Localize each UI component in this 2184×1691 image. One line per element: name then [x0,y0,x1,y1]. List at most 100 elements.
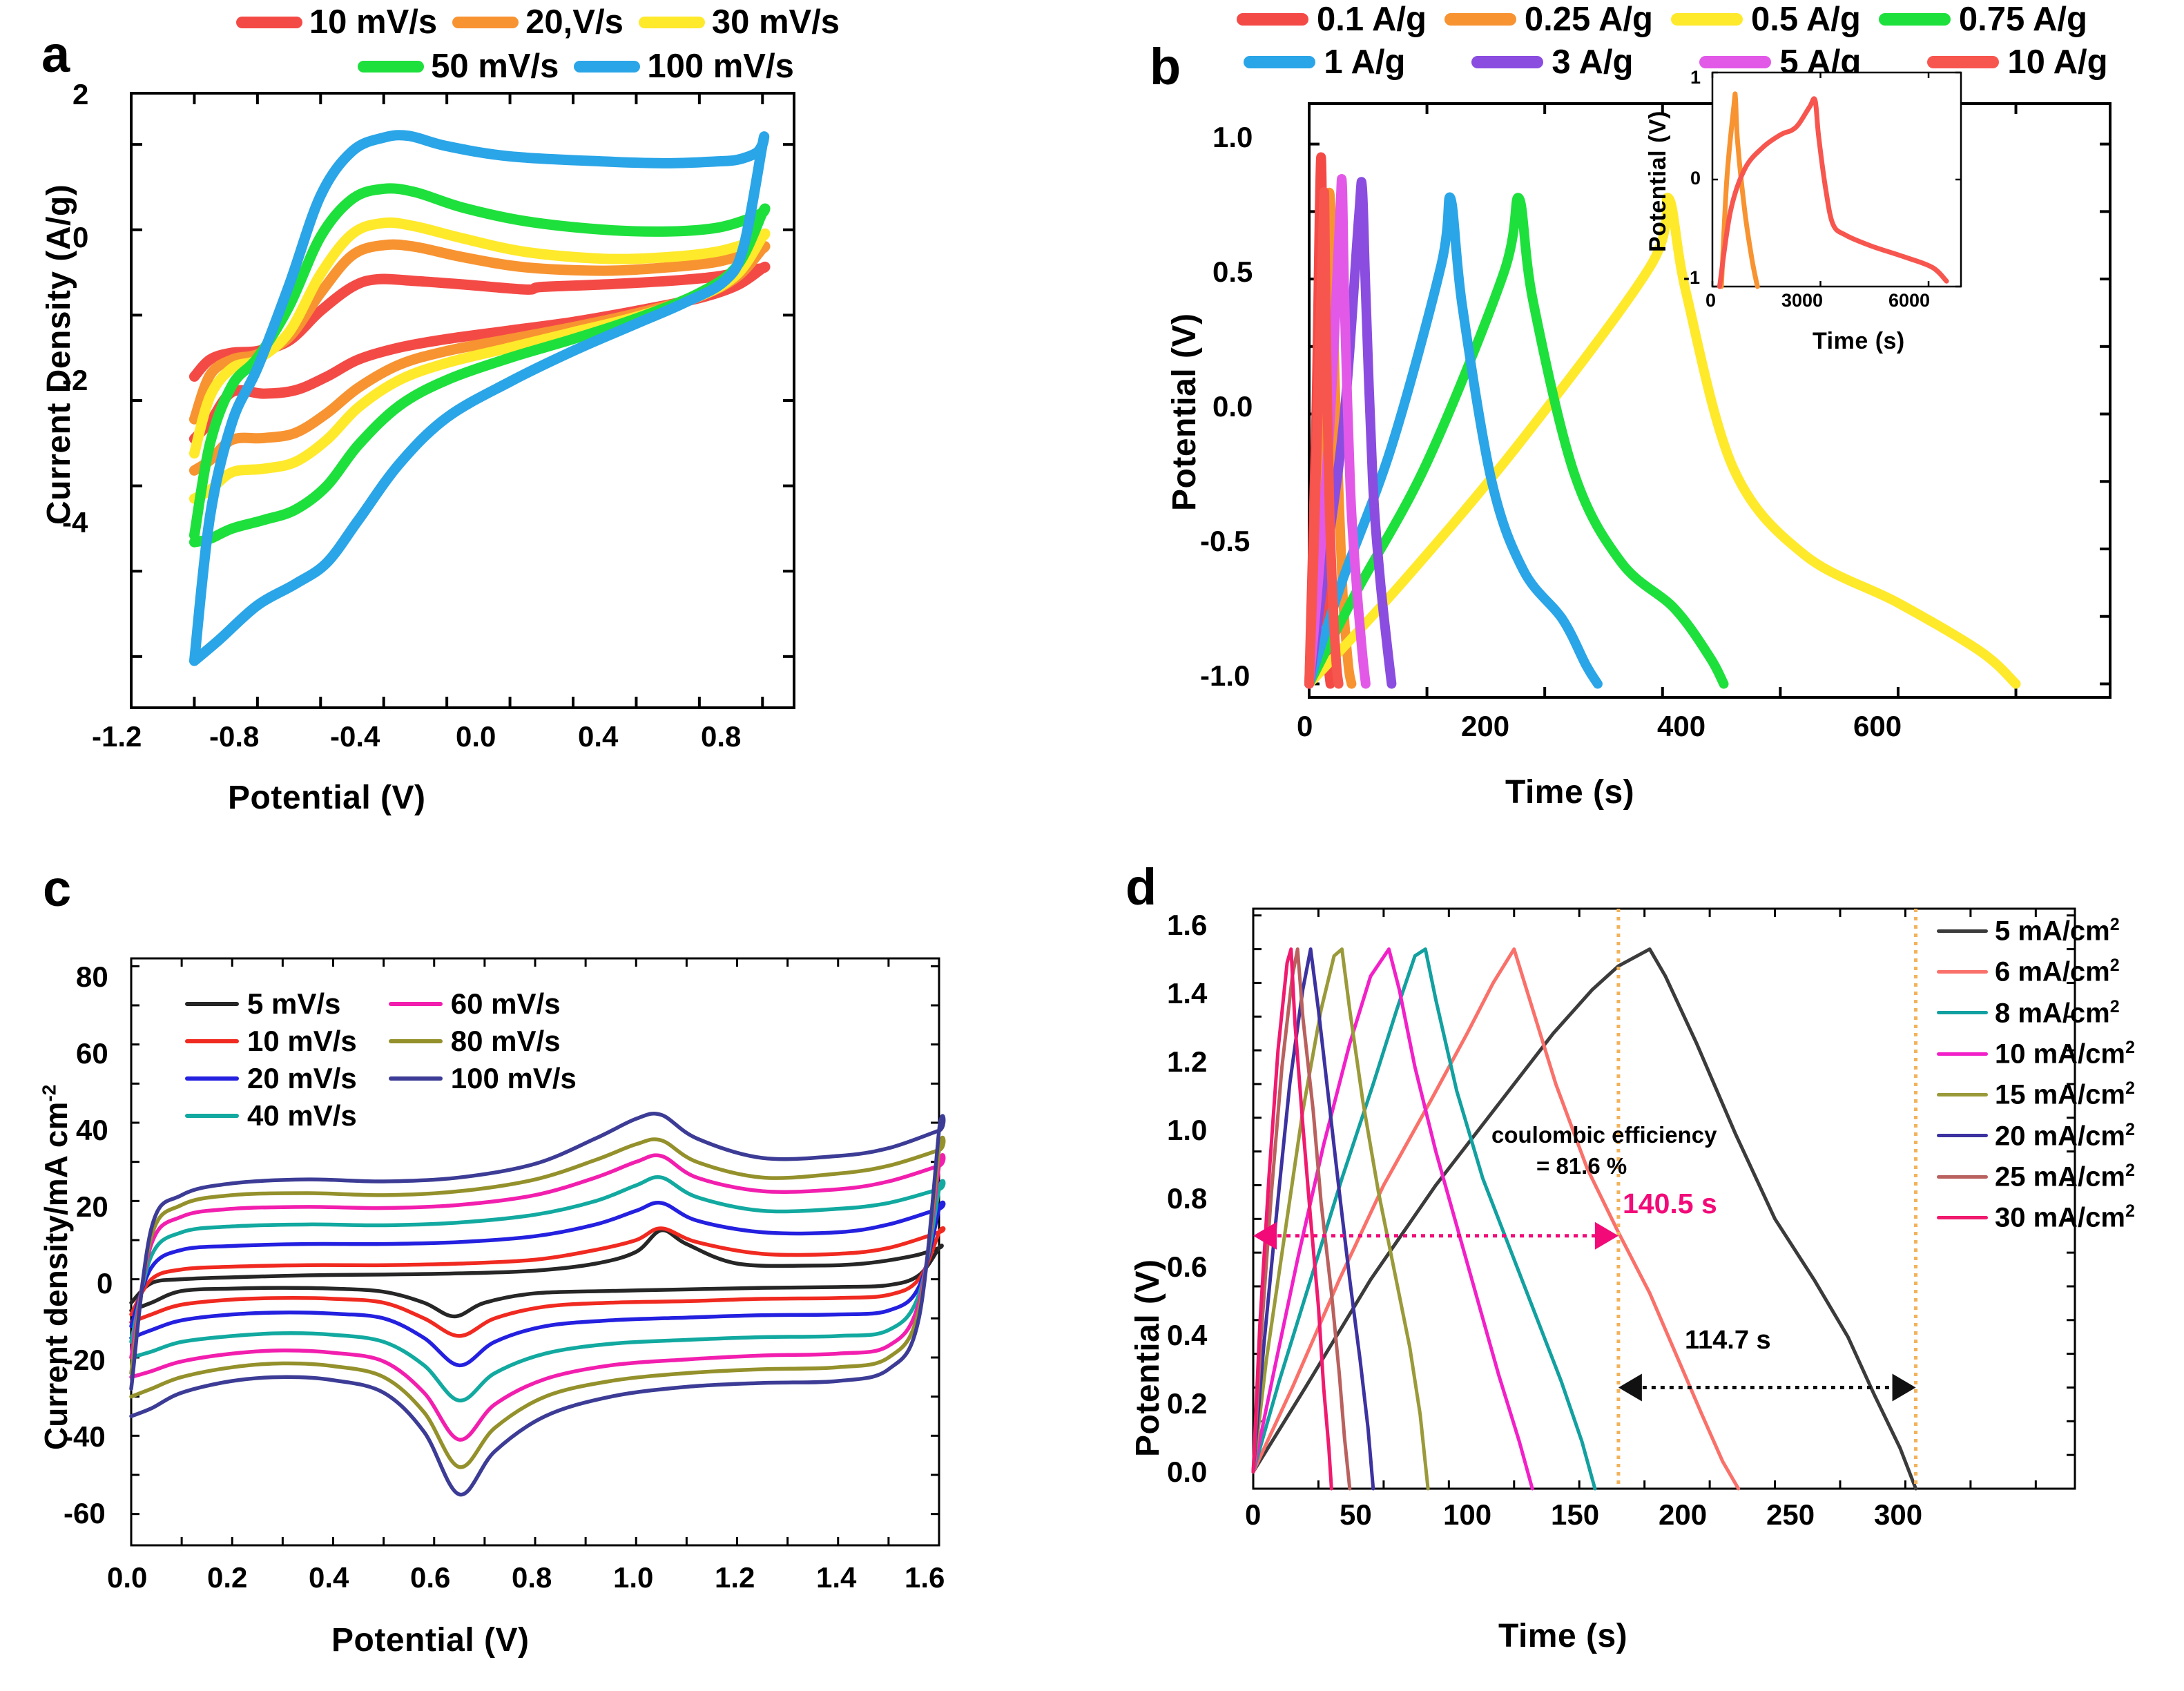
panel-b-xtick: 200 [1461,710,1510,742]
panel-c-y-axis-label: Current density/mA cm-2 [37,1085,75,1450]
legend-label: 6 mA/cm2 [1995,956,2120,987]
legend-item: 8 mA/cm2 [1937,997,2135,1029]
legend-swatch [185,1002,239,1006]
legend-row-break [131,41,960,47]
legend-swatch [1937,1052,1988,1056]
legend-item: 1 A/g [1244,43,1405,81]
legend-swatch [388,1076,443,1081]
legend-swatch [1937,1011,1988,1015]
panel-d-xtick: 150 [1551,1498,1600,1531]
legend-swatch [1937,1215,1988,1219]
legend-label: 0.1 A/g [1317,1,1427,38]
legend-swatch [1937,969,1988,974]
panel-b-label: b [1150,38,1181,95]
panel-d-ytick: 0.4 [1167,1319,1208,1351]
panel-d-xtick: 0 [1245,1498,1262,1531]
panel-c-xtick: 1.4 [816,1561,857,1594]
panel-d-legend: 5 mA/cm2 6 mA/cm2 8 mA/cm2 10 mA/cm2 15 … [1937,915,2135,1243]
panel-b: 0.1 A/g 0.25 A/g 0.5 A/g 0.75 A/g 1 A/g … [1077,0,2184,849]
legend-item: 20 mV/s [185,1062,357,1095]
panel-b-legend: 0.1 A/g 0.25 A/g 0.5 A/g 0.75 A/g 1 A/g … [1167,0,2175,81]
panel-d-plot [1251,907,2076,1491]
panel-c-ytick: 60 [76,1037,108,1070]
legend-item: 3 A/g [1471,43,1633,81]
inset-xtick: 0 [1705,290,1717,311]
legend-swatch [1878,13,1951,26]
legend-item: 25 mA/cm2 [1937,1161,2135,1192]
legend-label: 10 mA/cm2 [1995,1037,2135,1070]
panel-d-xtick: 300 [1874,1498,1923,1531]
panel-a-ytick: 0 [73,221,89,253]
legend-label: 0.25 A/g [1524,1,1653,38]
legend-item: 30 mV/s [638,3,840,41]
legend-swatch [358,60,425,73]
panel-a-xtick: -0.4 [330,720,380,753]
panel-c-legend: 5 mV/s 60 mV/s 10 mV/s 80 mV/s 20 mV/s 1… [185,987,577,1132]
legend-label: 1 A/g [1324,44,1406,81]
legend-item: 10 A/g [1927,43,2108,81]
panel-a-xtick: -1.2 [92,720,142,753]
legend-item: 20 mA/cm2 [1937,1120,2135,1152]
legend-label: 3 A/g [1552,44,1634,81]
panel-b-y-axis-label: Potential (V) [1166,313,1203,511]
panel-b-xtick: 0 [1297,710,1313,742]
panel-d-ytick: 0.0 [1167,1456,1208,1488]
inset-x-axis-label: Time (s) [1813,328,1905,354]
legend-item: 20,V/s [452,3,624,41]
panel-c-label: c [43,860,72,917]
panel-d-ytick: 0.6 [1167,1250,1208,1283]
panel-d-ytick: 0.2 [1167,1387,1208,1420]
legend-swatch [1927,56,2000,68]
panel-c-ytick: 20 [76,1190,108,1223]
panel-d-xtick: 100 [1443,1498,1492,1531]
panel-d-ytick: 0.8 [1167,1182,1208,1215]
legend-label: 8 mA/cm2 [1995,996,2120,1028]
panel-c-plot [129,957,946,1547]
panel-b-inset-plot [1711,71,1962,289]
inset-y-axis-label: Potential (V) [1645,110,1671,252]
legend-label: 40 mV/s [247,1099,357,1132]
legend-swatch [1237,13,1309,26]
panel-a: 10 mV/s 20,V/s 30 mV/s 50 mV/s 100 mV/s … [0,0,1077,849]
legend-swatch [1471,56,1544,68]
panel-d: d Potential (V) Time (s) 0.0 0.2 0.4 0.6… [1077,849,2184,1691]
legend-label: 60 mV/s [450,987,561,1020]
panel-c-xtick: 1.2 [715,1561,755,1594]
legend-swatch [1937,929,1988,933]
panel-d-xtick: 250 [1766,1498,1815,1531]
inset-xtick: 3000 [1781,290,1824,311]
legend-label: 20 mV/s [247,1062,357,1094]
legend-label: 5 mA/cm2 [1995,915,2120,947]
panel-c-ytick: -60 [64,1497,106,1529]
legend-swatch [185,1039,239,1043]
legend-swatch [388,1002,443,1006]
legend-item: 50 mV/s [358,47,559,86]
panel-c-xtick: 1.6 [905,1561,945,1594]
legend-swatch [574,60,641,73]
legend-swatch [1937,1175,1988,1179]
panel-c-y-axis-exponent: -2 [38,1084,60,1102]
panel-d-xtick: 200 [1659,1498,1708,1531]
legend-label: 30 mA/cm2 [1995,1201,2135,1233]
legend-item: 6 mA/cm2 [1937,956,2135,987]
discharge-time-annotation: 114.7 s [1685,1326,1771,1355]
legend-label: 10 mV/s [309,3,438,41]
legend-label: 20,V/s [525,3,624,41]
legend-swatch [1444,13,1516,26]
legend-item: 40 mV/s [185,1099,357,1132]
panel-b-inset: Potential (V) Time (s) 1 0 -1 0 3000 600… [1630,52,2127,376]
panel-c-xtick: 0.6 [410,1561,451,1594]
legend-label: 0.75 A/g [1958,1,2087,38]
panel-a-plot [130,92,795,709]
panel-c-xtick: 0.2 [207,1561,248,1594]
inset-ytick: 1 [1690,67,1701,88]
panel-b-xtick: 600 [1853,710,1902,742]
panel-c-xtick: 1.0 [613,1561,654,1594]
panel-d-label: d [1125,858,1157,916]
legend-label: 30 mV/s [711,3,840,41]
legend-item: 0.75 A/g [1878,0,2087,39]
legend-label: 80 mV/s [450,1025,561,1057]
legend-swatch [1937,1134,1988,1138]
panel-a-ytick: -2 [62,364,88,396]
